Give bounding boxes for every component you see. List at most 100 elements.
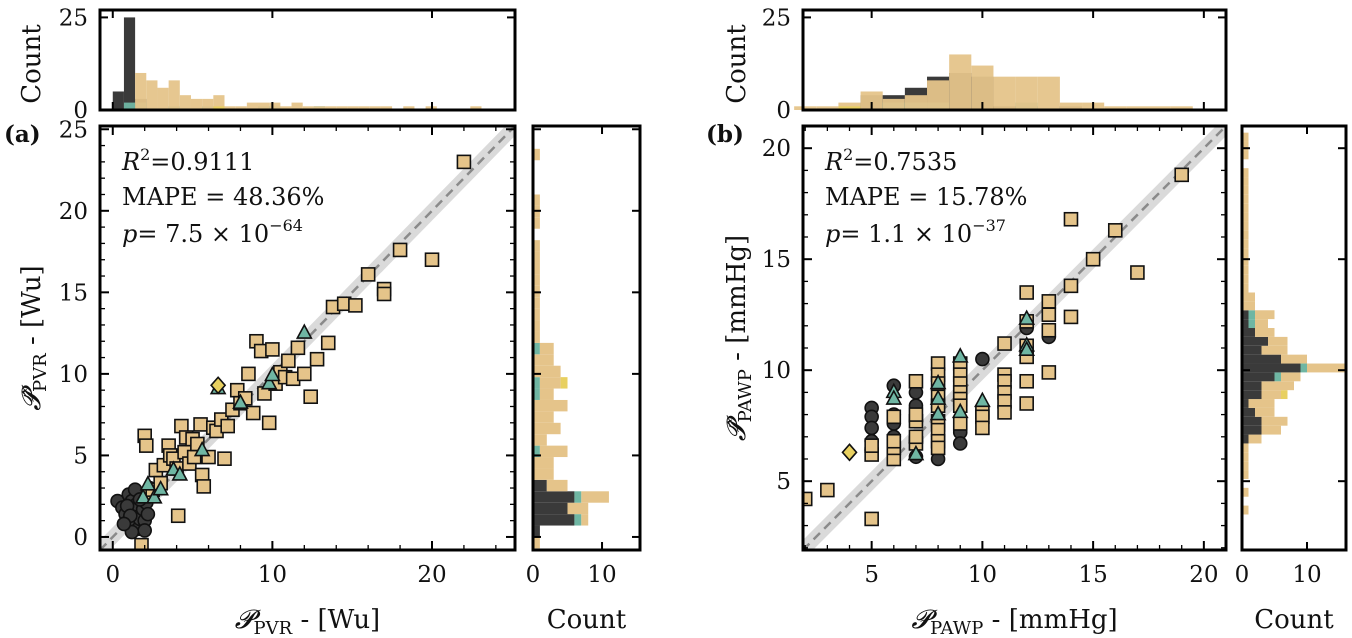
top-hist-frame [801,8,1228,112]
marker-triangle [171,465,189,481]
y-tick-label: 20 [762,136,791,162]
x-label-unit: - [Wu] [292,605,380,635]
count-tick-label: 10 [587,562,616,588]
histogram-bar [1248,434,1262,444]
histogram-bar [533,411,554,423]
histogram-bar [581,491,609,503]
histogram-bar [949,54,972,110]
marker-square [930,440,946,456]
marker-square [376,286,392,302]
series-teal-triangles [885,309,1036,461]
count-axis-label: Count [547,605,627,635]
histogram-bar [1242,434,1249,444]
histogram-bar [146,80,158,110]
histogram-bar [135,72,147,110]
histogram-bar [1059,102,1083,110]
marker-triangle [260,373,278,390]
marker-triangle [885,389,903,405]
marker-square [908,407,924,422]
histogram-bar [1255,328,1275,337]
histogram-bar [1242,274,1249,284]
p-label: p [825,220,840,248]
x-axis-label: 𝓟PAWP - [mmHg] [911,605,1117,638]
histogram-bar [1242,363,1301,373]
series-tan-squares [803,167,1190,527]
marker-square [1041,307,1057,322]
histogram-bar [904,95,928,110]
histogram-bar [1242,372,1275,382]
x-tick-label: 20 [417,562,446,588]
histogram-bar [1281,354,1307,364]
histogram-bar [258,102,270,110]
histogram-bar [1242,425,1262,435]
histogram-bar [1242,248,1249,257]
histogram-bar [1242,452,1249,462]
histogram-bar [123,17,136,110]
histogram-bar [533,536,540,549]
histogram-bar [347,106,359,110]
histogram-bar [927,80,950,110]
histogram-bar [1261,416,1288,426]
top-histogram: 0 25 Count [722,5,1228,124]
marker-triangle [929,389,947,405]
histogram-bar [1242,212,1249,222]
histogram-bar [1255,319,1268,329]
marker-square [217,451,232,466]
histogram-bar [1104,106,1127,110]
r-sup: 2 [843,145,853,164]
marker-square [1107,223,1123,238]
series-dark-circles [110,480,157,540]
marker-square [360,267,376,282]
histogram-bar [533,434,547,446]
histogram-bar [325,106,337,110]
histogram-bar [157,87,169,110]
y-label-unit: - [Wu] [17,265,47,353]
marker-circle [975,351,990,367]
marker-circle [137,523,152,538]
histogram-bar [1242,230,1249,240]
marker-square [245,405,261,421]
histogram-bar [533,297,540,309]
x-tick-label: 20 [1189,562,1218,588]
count-tick-label: 0 [1235,562,1250,588]
count-tick-label: 25 [762,5,791,31]
marker-square [196,479,212,494]
right-hist-frame [531,124,642,552]
histogram-bar [533,457,554,469]
histogram-bar [1037,76,1060,110]
marker-square [265,342,280,357]
marker-triangle [951,402,969,419]
histogram-bar [235,106,247,110]
p-exp: −64 [269,216,303,235]
p-value: = 1.1 × 10 [840,220,972,248]
series-tan-squares [134,154,472,550]
histogram-bar [1242,354,1281,364]
marker-square [1063,211,1079,227]
histogram-bar [533,365,561,378]
histogram-bar [533,217,540,229]
histogram-bar [1242,461,1249,471]
histogram-bar [539,342,554,355]
histogram-bar [533,502,568,515]
histogram-bar [993,76,1016,110]
marker-square [864,511,879,527]
marker-square [864,438,879,453]
stats-annotation: R2=0.7535 MAPE = 15.78% p= 1.1 × 10−37 [824,145,1027,248]
histogram-bar [1281,372,1301,382]
x-label-unit: - [mmHg] [983,605,1117,635]
y-tick-label: 10 [762,358,791,384]
histogram-bar [533,331,540,343]
y-label-sub: PVR [30,353,51,392]
count-tick-label: 0 [73,98,88,124]
histogram-bar [581,514,589,526]
marker-square [290,340,306,356]
x-label-sub: PVR [254,618,293,638]
count-tick-label: 25 [59,5,88,31]
histogram-bar [533,491,575,503]
histogram-bar [1300,363,1307,373]
y-tick-label: 15 [59,280,88,306]
marker-triangle [951,347,969,363]
marker-square [392,242,408,258]
marker-diamond [210,376,227,395]
histogram-bar [1248,319,1255,329]
